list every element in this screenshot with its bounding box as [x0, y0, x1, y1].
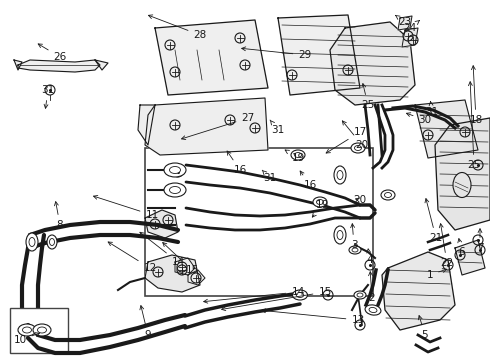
Ellipse shape [47, 235, 57, 249]
Text: 23: 23 [395, 15, 412, 27]
Text: 13: 13 [262, 309, 365, 325]
Ellipse shape [349, 246, 361, 254]
Text: 31: 31 [425, 101, 439, 117]
Text: 10: 10 [13, 333, 40, 345]
Ellipse shape [291, 150, 305, 160]
Text: 22: 22 [440, 224, 454, 268]
Polygon shape [95, 60, 108, 70]
Ellipse shape [49, 239, 54, 246]
Text: 31: 31 [41, 85, 54, 108]
Ellipse shape [29, 238, 35, 247]
Text: 11: 11 [94, 195, 159, 220]
Text: 29: 29 [242, 47, 312, 60]
Text: 24: 24 [403, 21, 419, 33]
Ellipse shape [293, 290, 308, 300]
Ellipse shape [317, 199, 323, 204]
Text: 6: 6 [458, 239, 466, 257]
Polygon shape [402, 28, 418, 47]
Bar [145, 148, 373, 296]
Text: 26: 26 [38, 44, 67, 62]
Polygon shape [415, 100, 478, 158]
Polygon shape [155, 20, 268, 95]
Ellipse shape [33, 324, 51, 336]
Polygon shape [188, 270, 205, 285]
Polygon shape [382, 252, 455, 330]
Ellipse shape [351, 143, 365, 153]
Text: 18: 18 [469, 66, 483, 125]
Ellipse shape [296, 292, 304, 297]
Polygon shape [455, 240, 485, 275]
Text: 17: 17 [326, 127, 367, 153]
Text: 28: 28 [148, 15, 207, 40]
Ellipse shape [313, 197, 327, 207]
Ellipse shape [23, 327, 31, 333]
Text: 19: 19 [285, 150, 305, 163]
Ellipse shape [369, 307, 377, 312]
Ellipse shape [294, 153, 301, 158]
Ellipse shape [337, 230, 343, 239]
Polygon shape [138, 105, 155, 145]
Polygon shape [435, 118, 490, 230]
Text: 2: 2 [368, 272, 375, 303]
Ellipse shape [381, 190, 395, 200]
Text: 12: 12 [108, 242, 157, 273]
Ellipse shape [164, 183, 186, 197]
Polygon shape [145, 255, 200, 292]
Ellipse shape [357, 293, 363, 297]
Ellipse shape [354, 291, 366, 299]
Ellipse shape [170, 166, 180, 174]
Ellipse shape [385, 193, 392, 198]
Ellipse shape [352, 248, 358, 252]
Ellipse shape [26, 233, 38, 251]
Text: 5: 5 [418, 316, 428, 340]
Text: 20: 20 [343, 121, 368, 150]
Ellipse shape [453, 172, 471, 198]
Text: 25: 25 [361, 84, 375, 110]
Polygon shape [14, 60, 22, 70]
Text: 16: 16 [227, 151, 246, 175]
Text: 15: 15 [163, 243, 198, 275]
Text: 31: 31 [270, 120, 285, 135]
Polygon shape [330, 22, 415, 105]
Ellipse shape [337, 171, 343, 180]
Text: 3: 3 [351, 224, 357, 250]
Ellipse shape [334, 226, 346, 244]
Ellipse shape [170, 186, 180, 194]
Text: 19: 19 [312, 200, 329, 217]
Ellipse shape [164, 163, 186, 177]
Text: 20: 20 [353, 195, 367, 205]
Ellipse shape [18, 324, 36, 336]
Text: 4: 4 [367, 249, 373, 265]
Ellipse shape [365, 305, 381, 315]
Text: 15: 15 [221, 287, 332, 311]
Text: 9: 9 [140, 306, 151, 340]
Text: 7: 7 [477, 229, 483, 253]
Polygon shape [175, 258, 195, 275]
Ellipse shape [38, 327, 47, 333]
Polygon shape [398, 16, 412, 30]
Text: 1: 1 [427, 269, 446, 280]
Bar [10, 308, 68, 353]
Text: 14: 14 [204, 287, 305, 303]
Text: 14: 14 [140, 232, 185, 267]
Text: 31: 31 [262, 170, 277, 183]
Polygon shape [145, 210, 178, 238]
Text: 8: 8 [54, 202, 63, 230]
Text: 21: 21 [425, 199, 442, 243]
Polygon shape [18, 60, 100, 72]
Text: 25: 25 [467, 82, 481, 170]
Text: 16: 16 [300, 171, 317, 190]
Ellipse shape [334, 166, 346, 184]
Text: 30: 30 [407, 113, 432, 125]
Text: 27: 27 [181, 113, 255, 140]
Polygon shape [145, 98, 268, 155]
Polygon shape [278, 15, 360, 95]
Ellipse shape [354, 145, 362, 150]
